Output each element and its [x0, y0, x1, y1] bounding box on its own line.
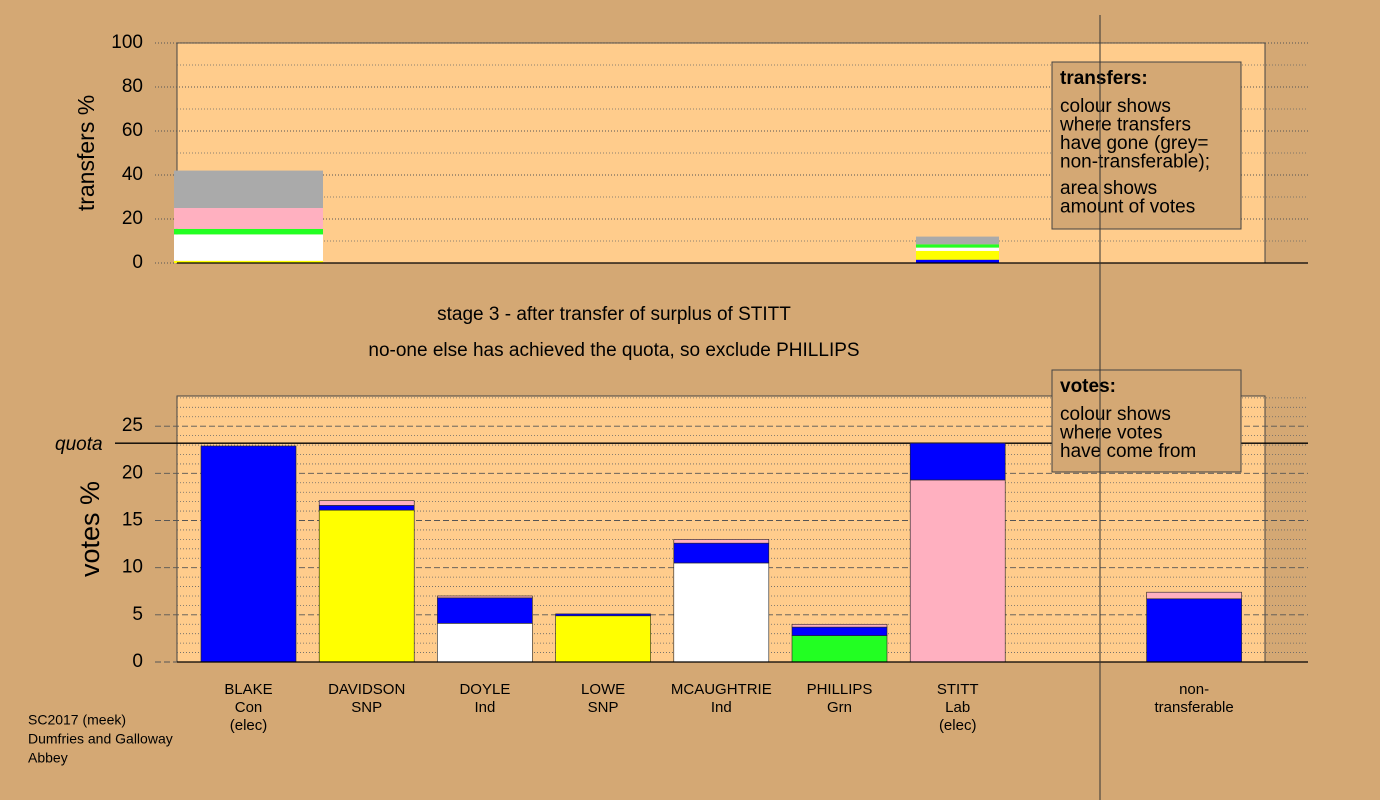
bar-segment	[200, 445, 297, 663]
bar-segment	[555, 615, 651, 663]
bar-segment	[555, 613, 651, 617]
bar-segment	[909, 479, 1006, 663]
x-tick-label: (elec)	[230, 717, 268, 734]
quota-label: quota	[55, 434, 103, 455]
x-tick-label: Grn	[827, 699, 852, 716]
bar-segment	[174, 228, 323, 235]
bar-segment	[916, 236, 999, 245]
stage-text: stage 3 - after transfer of surplus of S…	[437, 304, 791, 325]
bar-segment	[791, 626, 888, 636]
x-tick-label: BLAKE	[224, 681, 272, 698]
legend-title: votes:	[1060, 376, 1116, 397]
y-axis-label: votes %	[75, 481, 105, 577]
bar-segment	[791, 635, 888, 663]
bar-segment	[791, 623, 888, 628]
legend-text: have gone (grey=	[1060, 133, 1208, 154]
legend-text: have come from	[1060, 441, 1196, 462]
y-tick-label: 80	[122, 76, 143, 97]
legend-text: area shows	[1060, 178, 1157, 199]
footer: Abbey	[28, 750, 68, 766]
y-tick-label: 20	[122, 462, 143, 483]
bar-segment	[437, 623, 533, 663]
legend-box	[1051, 369, 1242, 473]
bar-segment	[437, 597, 533, 624]
legend-text: where votes	[1059, 423, 1162, 444]
y-tick-label: 25	[122, 415, 143, 436]
x-tick-label: Con	[235, 699, 263, 716]
bar-segment	[916, 247, 999, 251]
bar-segment	[1146, 591, 1242, 600]
bar-segment	[318, 500, 415, 506]
bar-segment	[437, 595, 533, 599]
legend-text: colour shows	[1060, 404, 1171, 425]
bar-segment	[673, 539, 770, 544]
x-tick-label: Lab	[945, 699, 970, 716]
bar-segment	[318, 509, 415, 663]
bar-segment	[174, 208, 323, 229]
legend-text: non-transferable);	[1060, 152, 1210, 173]
x-tick-label: SNP	[588, 699, 619, 716]
x-tick-label: PHILLIPS	[807, 681, 873, 698]
x-tick-label: non-	[1179, 681, 1209, 698]
y-tick-label: 5	[132, 604, 143, 625]
x-tick-label: Ind	[474, 699, 495, 716]
footer: SC2017 (meek)	[28, 712, 126, 728]
x-tick-label: DAVIDSON	[328, 681, 405, 698]
bar-segment	[174, 170, 323, 208]
y-tick-label: 15	[122, 510, 143, 531]
bar-segment	[318, 505, 415, 511]
y-tick-label: 0	[132, 252, 143, 273]
y-tick-label: 60	[122, 120, 143, 141]
y-tick-label: 20	[122, 208, 143, 229]
y-tick-label: 100	[111, 32, 143, 53]
x-tick-label: MCAUGHTRIE	[671, 681, 772, 698]
x-tick-label: DOYLE	[459, 681, 510, 698]
bar-segment	[174, 260, 323, 263]
bar-segment	[916, 250, 999, 260]
x-tick-label: transferable	[1154, 699, 1233, 716]
y-tick-label: 0	[132, 651, 143, 672]
bar-segment	[1146, 598, 1242, 663]
y-tick-label: 40	[122, 164, 143, 185]
y-tick-label: 10	[122, 557, 143, 578]
bar-segment	[673, 542, 770, 564]
legend-title: transfers:	[1060, 68, 1148, 89]
legend-text: amount of votes	[1060, 197, 1195, 218]
legend-text: where transfers	[1059, 115, 1191, 136]
footer: Dumfries and Galloway	[28, 731, 173, 747]
x-tick-label: (elec)	[939, 717, 977, 734]
legend-text: colour shows	[1060, 96, 1171, 117]
y-axis-label: transfers %	[73, 95, 99, 211]
stage-text: no-one else has achieved the quota, so e…	[368, 340, 859, 361]
x-tick-label: LOWE	[581, 681, 625, 698]
bar-segment	[673, 562, 770, 663]
bar-segment	[909, 442, 1006, 481]
x-tick-label: Ind	[711, 699, 732, 716]
legend-box	[1051, 61, 1242, 230]
x-tick-label: SNP	[351, 699, 382, 716]
bar-segment	[916, 259, 999, 263]
bar-segment	[916, 244, 999, 248]
bar-segment	[174, 234, 323, 261]
x-tick-label: STITT	[937, 681, 979, 698]
